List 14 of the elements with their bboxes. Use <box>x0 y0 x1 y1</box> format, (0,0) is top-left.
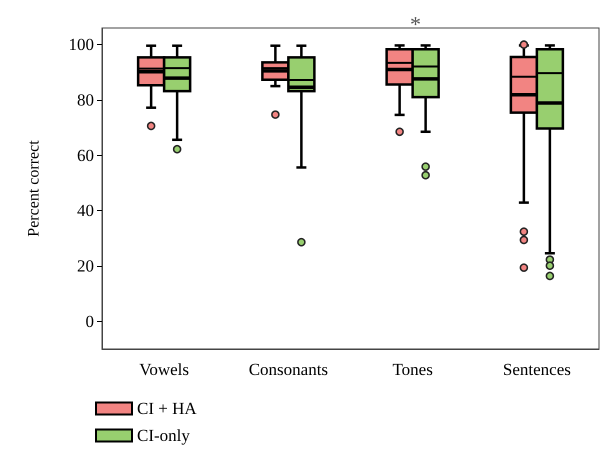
x-tick-label: Tones <box>392 360 433 379</box>
annotation: * <box>410 12 421 36</box>
y-tick-label: 100 <box>68 35 94 54</box>
y-axis-title: Percent correct <box>26 140 42 237</box>
x-tick-label: Vowels <box>139 360 189 379</box>
y-tick-label: 20 <box>77 256 94 276</box>
x-tick-label: Sentences <box>502 360 571 379</box>
x-tick-label: Consonants <box>248 360 328 379</box>
y-tick-label: 40 <box>77 201 94 220</box>
y-tick-label: 80 <box>77 90 94 110</box>
legend-label: CI + HA <box>137 399 198 418</box>
y-tick-label: 0 <box>86 312 94 331</box>
y-tick-label: 60 <box>77 146 94 165</box>
legend-label: CI-only <box>137 426 190 445</box>
